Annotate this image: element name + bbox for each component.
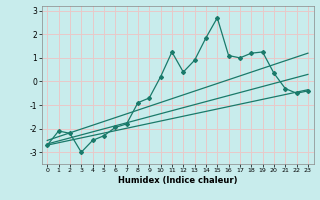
X-axis label: Humidex (Indice chaleur): Humidex (Indice chaleur) [118,176,237,185]
